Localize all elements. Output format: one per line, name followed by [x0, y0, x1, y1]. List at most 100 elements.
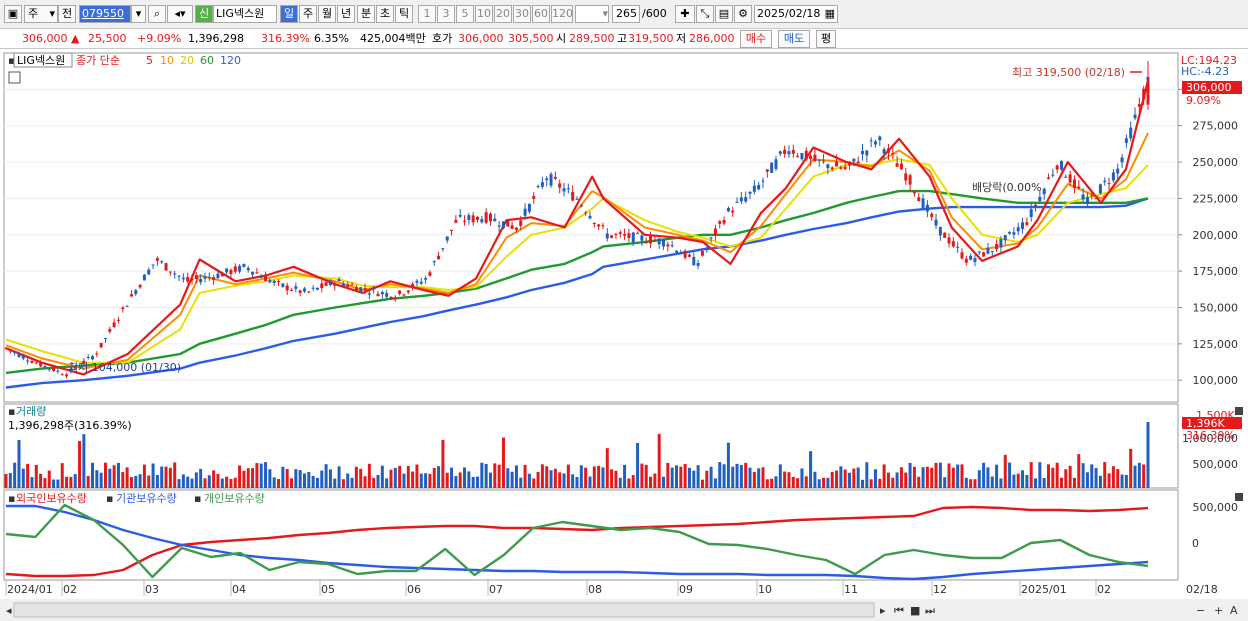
period-year[interactable]: 년	[337, 5, 355, 23]
volume-bar	[251, 468, 255, 488]
sound-icon[interactable]: ◂▾	[167, 5, 193, 23]
volume-bar	[861, 479, 864, 488]
volume-bar	[281, 466, 285, 488]
table-icon[interactable]	[8, 71, 21, 84]
period-second[interactable]: 초	[376, 5, 394, 23]
volume: 1,396,298	[188, 32, 244, 45]
code-input[interactable]: 079550	[79, 5, 131, 23]
legend-name-box[interactable]	[13, 52, 73, 68]
interval-20[interactable]: 20	[494, 5, 512, 23]
interval-30[interactable]: 30	[513, 5, 531, 23]
gear-icon[interactable]: ⚙	[734, 5, 752, 23]
period-month[interactable]: 월	[318, 5, 336, 23]
volume-bar	[692, 470, 696, 488]
period-tick[interactable]: 틱	[395, 5, 413, 23]
code-dropdown[interactable]: ▾	[131, 5, 146, 23]
interval-3[interactable]: 3	[437, 5, 455, 23]
legend-ma60: 60	[200, 54, 214, 67]
interval-5[interactable]: 5	[456, 5, 474, 23]
candle-body	[640, 235, 644, 241]
volume-bar	[385, 478, 389, 488]
candle-body	[346, 284, 350, 287]
volume-bar	[571, 474, 575, 488]
candle-body	[709, 237, 713, 239]
prev-button[interactable]: 전	[58, 5, 76, 23]
volume-bar	[510, 471, 514, 488]
volume-bar	[484, 463, 488, 488]
volume-bar	[532, 478, 536, 488]
hold-tick-label: 0	[1192, 537, 1199, 550]
y-tick-label: 150,000	[1193, 301, 1239, 314]
candle-body	[809, 155, 813, 160]
window-icon[interactable]: ▣	[4, 5, 22, 23]
font-icon[interactable]: A	[1230, 604, 1238, 617]
close-panel-icon[interactable]	[1235, 493, 1243, 501]
bid-label: 호가	[432, 32, 453, 45]
period-day[interactable]: 일	[280, 5, 298, 23]
save-icon[interactable]: ▤	[715, 5, 733, 23]
candle-body	[540, 182, 544, 187]
candle-body	[190, 278, 194, 281]
candle-body	[951, 241, 955, 247]
candle-body	[1124, 138, 1128, 143]
candle-body	[977, 251, 981, 253]
interval-1[interactable]: 1	[418, 5, 436, 23]
volume-bar	[272, 477, 276, 488]
stock-chart[interactable]: 100,000 125,000 150,000 175,000 200,000 225,0…	[0, 50, 1248, 621]
volume-value: 1,396,298주(316.39%)	[8, 419, 132, 432]
candle-body	[73, 366, 77, 369]
sell-button[interactable]: 매도	[778, 30, 810, 48]
candle-body	[199, 279, 203, 283]
volume-bar	[670, 467, 674, 488]
candle-body	[1003, 235, 1007, 241]
candle-body	[380, 292, 384, 295]
zoom-in-icon[interactable]: +	[1214, 604, 1223, 617]
scroll-right-icon[interactable]: ▸	[880, 604, 886, 617]
legend-ma20: 20	[180, 54, 194, 67]
interval-10[interactable]: 10	[475, 5, 493, 23]
candle-body	[969, 255, 973, 260]
eval-button[interactable]: 평	[816, 30, 836, 48]
candle-body	[982, 252, 986, 257]
count-input[interactable]: 265	[612, 5, 640, 23]
interval-custom[interactable]: ▾	[575, 5, 609, 23]
date-input[interactable]: 2025/02/18 ▦	[754, 5, 838, 23]
candle-body	[605, 233, 609, 239]
candle-body	[320, 283, 324, 289]
vol-tick-label: 500,000	[1193, 458, 1239, 471]
foreign-line	[5, 505, 1149, 578]
period-week[interactable]: 주	[299, 5, 317, 23]
search-icon[interactable]: ⌕	[148, 5, 166, 23]
volume-bar	[540, 464, 544, 488]
candle-body	[995, 243, 999, 250]
scroll-track[interactable]	[13, 602, 875, 618]
candle-body	[787, 151, 791, 155]
buy-button[interactable]: 매수	[740, 30, 772, 48]
period-minute[interactable]: 분	[357, 5, 375, 23]
type-select[interactable]: 주 ▾	[24, 5, 58, 23]
volume-bar	[73, 474, 77, 488]
volume-bar	[584, 467, 588, 488]
line-tool-icon[interactable]: ⤡	[696, 5, 714, 23]
volume-bar	[990, 476, 994, 488]
date-value: 2025/02/18	[757, 7, 821, 20]
close-panel-icon[interactable]	[1235, 407, 1243, 415]
interval-120[interactable]: 120	[551, 5, 573, 23]
volume-bar	[748, 467, 752, 488]
candle-body	[164, 263, 168, 271]
crosshair-icon[interactable]: ✚	[675, 5, 695, 23]
min-label: 최저 104,000 (01/30)	[68, 361, 181, 374]
volume-bar	[925, 466, 929, 488]
candle-body	[891, 152, 895, 154]
hold-dot: ▪	[8, 492, 15, 505]
stop-icon[interactable]: ■	[910, 604, 920, 617]
rewind-icon[interactable]: ⏮	[894, 604, 904, 617]
volume-bar	[579, 465, 583, 488]
candle-body	[402, 294, 406, 296]
scroll-left-icon[interactable]: ◂	[6, 604, 12, 617]
volume-bar	[631, 475, 635, 488]
volume-bar	[1094, 468, 1098, 488]
zoom-out-icon[interactable]: −	[1196, 604, 1205, 617]
interval-60[interactable]: 60	[532, 5, 550, 23]
forward-icon[interactable]: ⏭	[925, 604, 935, 617]
